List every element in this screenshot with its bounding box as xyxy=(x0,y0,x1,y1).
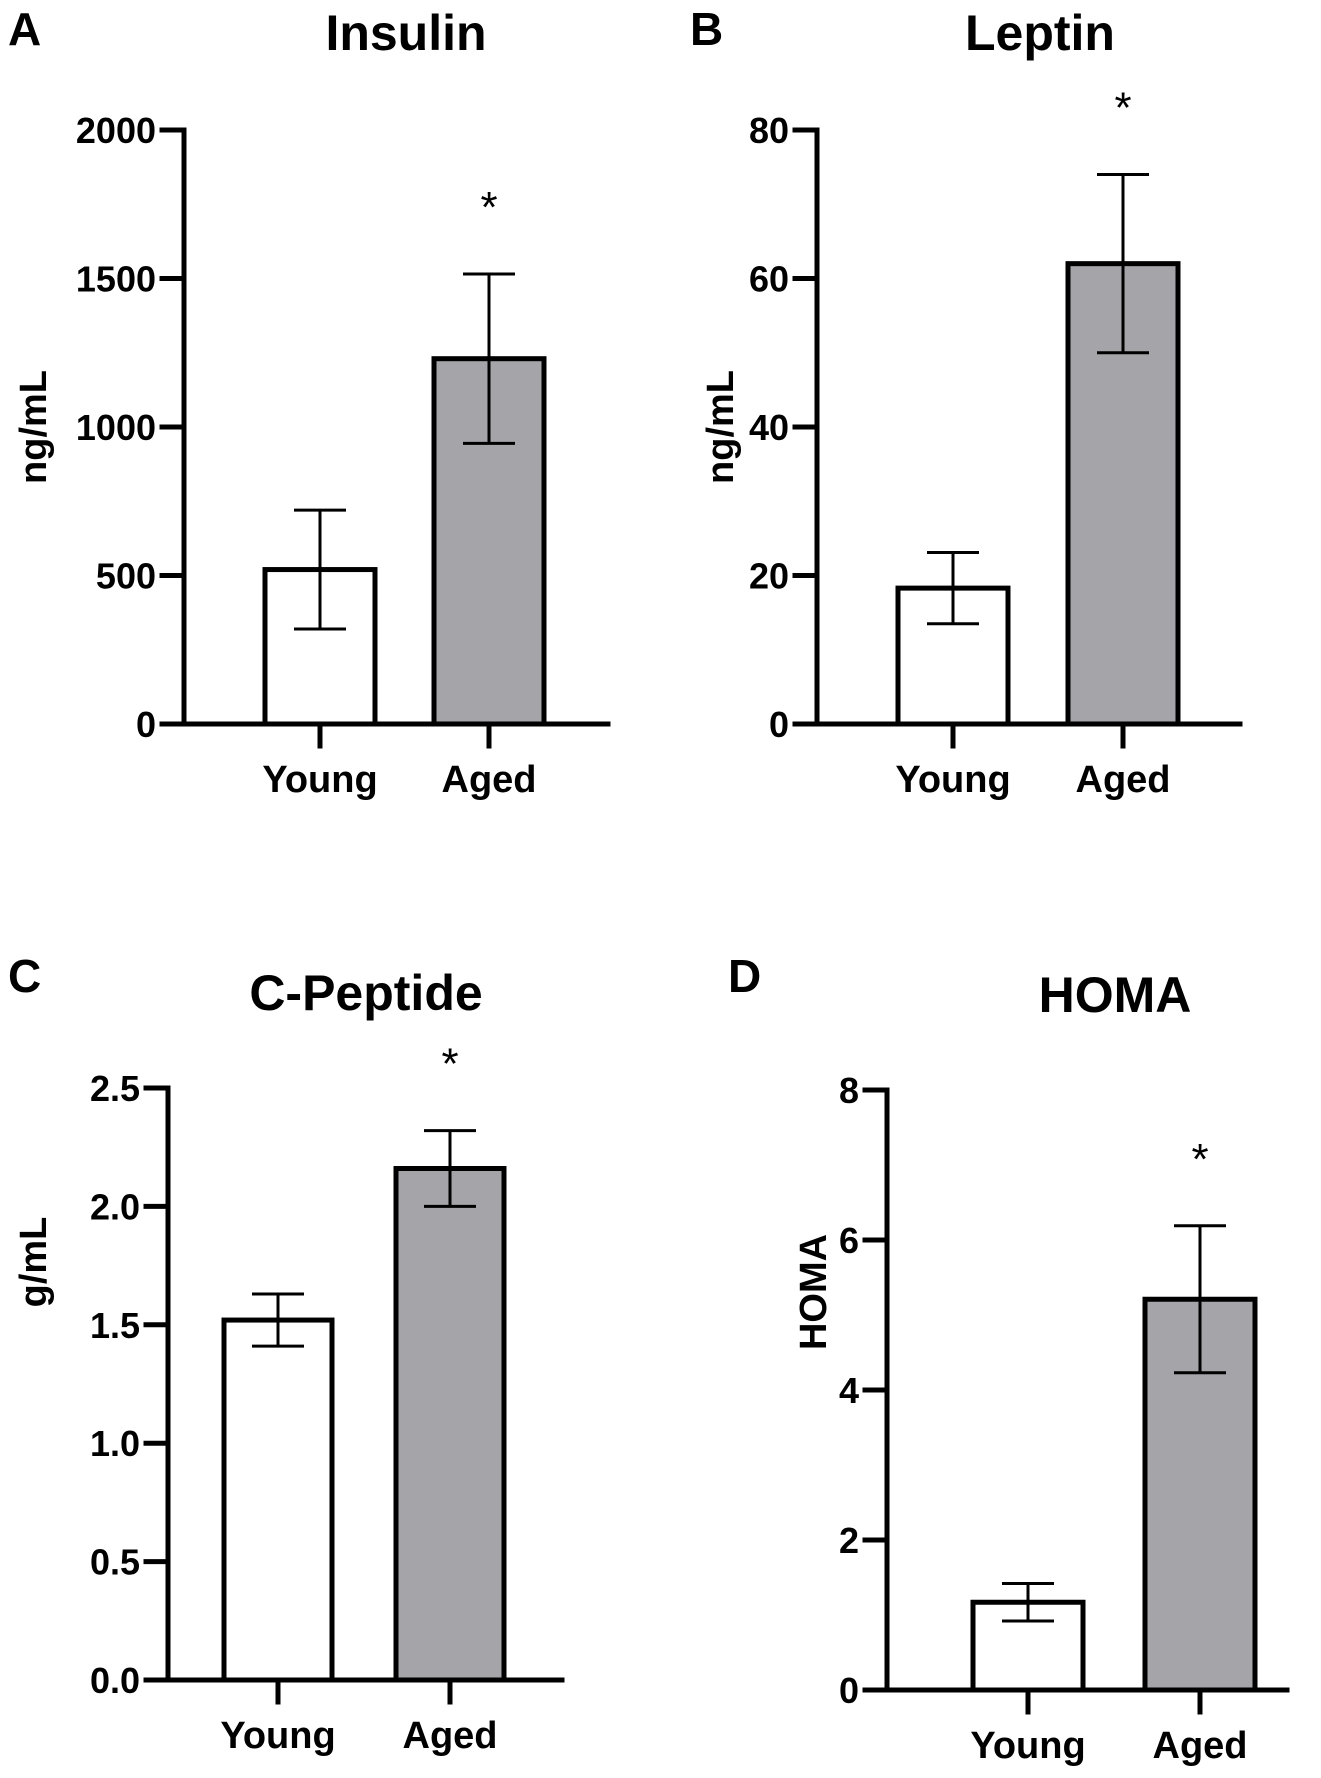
y-tick-label: 500 xyxy=(96,556,156,597)
x-tick-label: Young xyxy=(895,759,1010,801)
significance-mark: * xyxy=(1114,84,1131,133)
significance-mark: * xyxy=(441,1040,458,1089)
y-tick-label: 0.0 xyxy=(90,1660,140,1701)
y-tick-label: 2.5 xyxy=(90,1068,140,1109)
x-tick-label: Young xyxy=(262,759,377,801)
x-tick-label: Aged xyxy=(442,759,537,801)
y-tick-label: 2000 xyxy=(76,110,156,151)
y-tick-label: 20 xyxy=(749,556,789,597)
y-tick-label: 0 xyxy=(136,704,156,745)
y-axis-label: HOMA xyxy=(793,1234,835,1350)
y-tick-label: 2 xyxy=(839,1520,859,1561)
x-tick-label: Aged xyxy=(1153,1725,1248,1767)
bar-young xyxy=(221,1317,335,1683)
bar-aged xyxy=(393,1166,507,1683)
chart-title: C-Peptide xyxy=(249,965,482,1021)
y-tick-label: 1500 xyxy=(76,259,156,300)
panel-letter: B xyxy=(690,3,723,55)
y-tick-label: 0 xyxy=(839,1670,859,1711)
y-axis-label: ng/mL xyxy=(13,370,55,484)
panel-d: D HOMA HOMA Young * Aged 0 2 4 6 8 xyxy=(728,950,1290,1767)
chart-title: Insulin xyxy=(325,5,486,61)
y-tick-label: 4 xyxy=(839,1370,859,1411)
x-tick-label: Young xyxy=(220,1715,335,1757)
y-axis-label: ng/mL xyxy=(700,370,742,484)
y-tick-label: 40 xyxy=(749,407,789,448)
y-axis-label: g/mL xyxy=(13,1217,55,1308)
significance-mark: * xyxy=(1191,1135,1208,1184)
y-tick-label: 0 xyxy=(769,704,789,745)
y-tick-label: 80 xyxy=(749,110,789,151)
x-tick-label: Aged xyxy=(1076,759,1171,801)
y-tick-label: 1.0 xyxy=(90,1423,140,1464)
chart-title: HOMA xyxy=(1039,967,1192,1023)
y-tick-label: 1000 xyxy=(76,407,156,448)
panel-letter: D xyxy=(728,950,761,1002)
panel-b: B Leptin ng/mL Young * Aged 0 20 40 60 80 xyxy=(690,3,1243,801)
panel-letter: C xyxy=(8,950,41,1002)
significance-mark: * xyxy=(480,183,497,232)
y-tick-label: 0.5 xyxy=(90,1542,140,1583)
panel-a: A Insulin ng/mL Young * Aged 0 500 1000 1500 20… xyxy=(8,3,611,801)
y-tick-label: 8 xyxy=(839,1070,859,1111)
chart-title: Leptin xyxy=(965,5,1115,61)
y-tick-label: 60 xyxy=(749,259,789,300)
x-tick-label: Young xyxy=(970,1725,1085,1767)
panel-letter: A xyxy=(8,3,41,55)
y-tick-label: 1.5 xyxy=(90,1305,140,1346)
y-tick-label: 2.0 xyxy=(90,1186,140,1227)
x-tick-label: Aged xyxy=(403,1715,498,1757)
y-tick-label: 6 xyxy=(839,1220,859,1261)
panel-c: C C-Peptide g/mL Young * Aged 0.0 0.5 1.0 1.5 2… xyxy=(8,950,565,1757)
